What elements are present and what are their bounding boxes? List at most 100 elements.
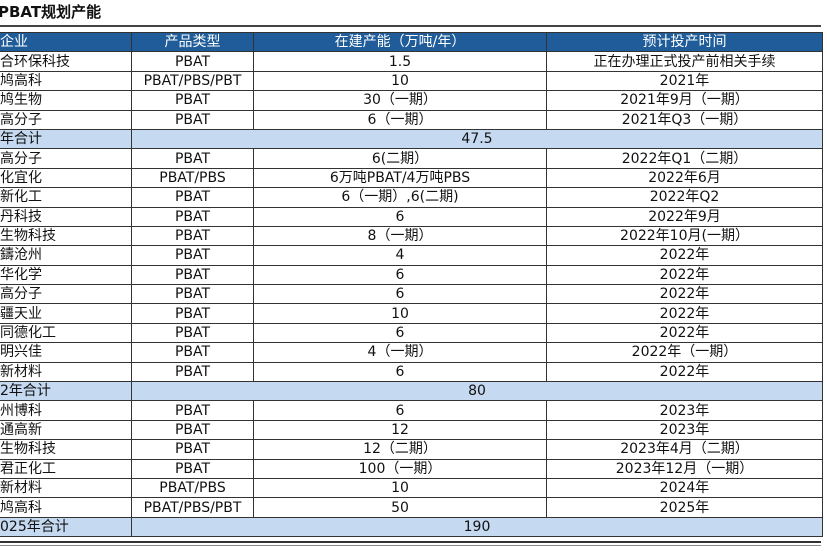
time-cell: 2022年 <box>546 245 823 266</box>
subtotal-value: 47.5 <box>131 128 823 150</box>
company-text: 鸠生物 <box>0 92 43 109</box>
type-cell: PBAT <box>131 109 254 130</box>
table-row: 合环保科技 PBAT 1.5 正在办理正式投产前相关手续 <box>0 51 823 72</box>
type-cell: PBAT <box>131 439 254 460</box>
company-cell: 新化工 <box>0 187 132 208</box>
subtotal-label-text: 025年合计 <box>0 518 69 535</box>
header-capacity: 在建产能（万吨/年） <box>253 31 547 53</box>
capacity-cell: 6 <box>253 361 547 383</box>
table-row: 君正化工 PBAT 100（一期） 2023年12月（一期） <box>0 458 823 479</box>
bottom-divider-thin <box>0 545 821 546</box>
time-cell: 2022年 <box>546 361 823 383</box>
company-cell: 合环保科技 <box>0 51 132 72</box>
table-title: PBAT规划产能 <box>0 3 102 21</box>
capacity-cell: 8（一期） <box>253 225 547 247</box>
capacity-cell: 6（一期） <box>253 109 547 130</box>
company-cell: 君正化工 <box>0 458 132 479</box>
company-text: 新材料 <box>0 363 43 380</box>
table-row: 生物科技 PBAT 8（一期） 2022年10月(一期） <box>0 225 823 247</box>
type-cell: PBAT <box>131 148 254 169</box>
capacity-cell: 6 <box>253 264 547 286</box>
type-cell: PBAT/PBS <box>131 167 254 189</box>
time-cell: 正在办理正式投产前相关手续 <box>546 51 823 72</box>
company-cell: 化宜化 <box>0 167 132 189</box>
type-cell: PBAT <box>131 225 254 247</box>
table-row: 鸠高科 PBAT/PBS/PBT 50 2025年 <box>0 497 823 518</box>
company-text: 疆天业 <box>0 305 43 322</box>
company-text: 华化学 <box>0 266 43 283</box>
company-text: 生物科技 <box>0 228 57 245</box>
header-type: 产品类型 <box>131 31 254 53</box>
header-time: 预计投产时间 <box>546 31 823 53</box>
company-cell: 明兴佳 <box>0 342 132 363</box>
table-row: 疆天业 PBAT 10 2022年 <box>0 303 823 324</box>
table-row: 化宜化 PBAT/PBS 6万吨PBAT/4万吨PBS 2022年6月 <box>0 167 823 189</box>
type-cell: PBAT <box>131 264 254 286</box>
type-cell: PBAT <box>131 90 254 111</box>
subtotal-value: 190 <box>131 516 823 538</box>
time-cell: 2022年9月 <box>546 206 823 227</box>
company-text: 鑄沧州 <box>0 247 43 264</box>
company-cell: 新材料 <box>0 477 132 499</box>
time-cell: 2022年Q2 <box>546 187 823 208</box>
type-cell: PBAT <box>131 400 254 421</box>
capacity-cell: 4 <box>253 245 547 266</box>
bottom-divider <box>0 541 821 543</box>
type-cell: PBAT <box>131 419 254 441</box>
company-cell: 同德化工 <box>0 322 132 344</box>
company-cell: 新材料 <box>0 361 132 383</box>
company-cell: 州博科 <box>0 400 132 421</box>
type-cell: PBAT <box>131 322 254 344</box>
table-row: 鸠生物 PBAT 30（一期） 2021年9月（一期） <box>0 90 823 111</box>
type-cell: PBAT <box>131 284 254 305</box>
capacity-cell: 6（一期）,6(二期) <box>253 187 547 208</box>
type-cell: PBAT <box>131 206 254 227</box>
subtotal-row: 2年合计 80 <box>0 381 823 402</box>
pbat-capacity-table: 企业 产品类型 在建产能（万吨/年） 预计投产时间 合环保科技 PBAT 1.5 正在… <box>0 31 823 538</box>
time-cell: 2022年（一期） <box>546 342 823 363</box>
table-row: 州博科 PBAT 6 2023年 <box>0 400 823 421</box>
table-row: 丹科技 PBAT 6 2022年9月 <box>0 206 823 227</box>
company-cell: 疆天业 <box>0 303 132 324</box>
capacity-cell: 6 <box>253 322 547 344</box>
company-text: 高分子 <box>0 111 43 128</box>
table-row: 同德化工 PBAT 6 2022年 <box>0 322 823 344</box>
table-row: 高分子 PBAT 6（一期） 2021年Q3（一期） <box>0 109 823 130</box>
company-text: 生物科技 <box>0 441 57 458</box>
company-text: 同德化工 <box>0 325 57 342</box>
company-text: 明兴佳 <box>0 344 43 361</box>
time-cell: 2022年Q1（二期） <box>546 148 823 169</box>
table-row: 新材料 PBAT 6 2022年 <box>0 361 823 383</box>
type-cell: PBAT <box>131 245 254 266</box>
table-row: 新材料 PBAT/PBS 10 2024年 <box>0 477 823 499</box>
time-cell: 2025年 <box>546 497 823 518</box>
table-row: 高分子 PBAT 6 2022年 <box>0 284 823 305</box>
table-row: 通高新 PBAT 12 2023年 <box>0 419 823 441</box>
header-row: 企业 产品类型 在建产能（万吨/年） 预计投产时间 <box>0 31 823 53</box>
table-row: 高分子 PBAT 6(二期） 2022年Q1（二期） <box>0 148 823 169</box>
subtotal-label: 2年合计 <box>0 381 132 402</box>
company-text: 通高新 <box>0 422 43 438</box>
time-cell: 2022年 <box>546 322 823 344</box>
capacity-cell: 10 <box>253 303 547 324</box>
company-cell: 丹科技 <box>0 206 132 227</box>
company-text: 君正化工 <box>0 460 57 477</box>
type-cell: PBAT <box>131 187 254 208</box>
time-cell: 2023年12月（一期） <box>546 458 823 479</box>
type-cell: PBAT/PBS <box>131 477 254 499</box>
subtotal-label: 年合计 <box>0 128 132 150</box>
company-text: 高分子 <box>0 150 43 167</box>
capacity-cell: 50 <box>253 497 547 518</box>
company-cell: 生物科技 <box>0 439 132 460</box>
table-row: 鸠高科 PBAT/PBS/PBT 10 2021年 <box>0 70 823 92</box>
company-cell: 鑄沧州 <box>0 245 132 266</box>
time-cell: 2021年 <box>546 70 823 92</box>
time-cell: 2023年4月（二期） <box>546 439 823 460</box>
time-cell: 2022年10月(一期） <box>546 225 823 247</box>
title-divider <box>0 25 821 27</box>
table-row: 明兴佳 PBAT 4（一期） 2022年（一期） <box>0 342 823 363</box>
type-cell: PBAT <box>131 361 254 383</box>
company-text: 丹科技 <box>0 208 43 225</box>
capacity-cell: 6 <box>253 284 547 305</box>
time-cell: 2021年9月（一期） <box>546 90 823 111</box>
